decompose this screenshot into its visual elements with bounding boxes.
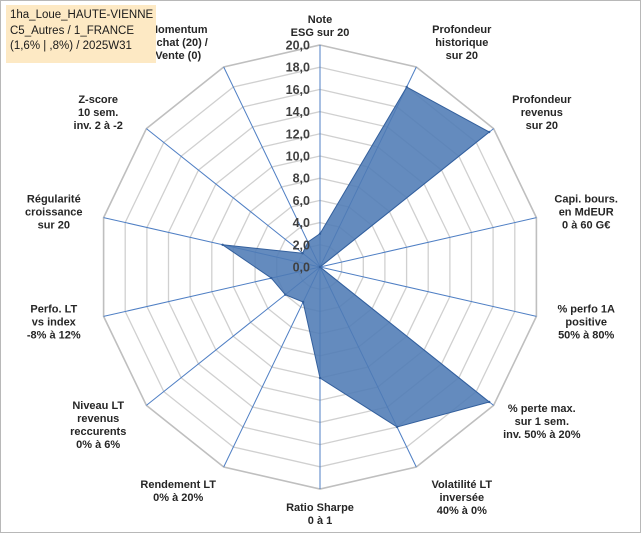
tick-label: 0,0 — [293, 261, 310, 275]
axis-label-line: -8% à 12% — [27, 330, 81, 342]
axis-label-line: revenus — [521, 107, 563, 119]
axis-label-line: Vente (0) — [155, 50, 201, 62]
axis-spoke — [319, 266, 537, 317]
axis-spoke — [319, 217, 537, 268]
axis-label: Régularité croissance sur 20 — [25, 193, 82, 231]
axis-label-line: sur 20 — [526, 120, 558, 132]
axis-label-line: Note — [308, 14, 332, 26]
axis-label-line: vs index — [32, 317, 77, 329]
axis-label-line: revenus — [77, 413, 119, 425]
data-point — [488, 400, 491, 404]
axis-label-line: 0% à 20% — [153, 492, 203, 504]
axis-label-line: ESG sur 20 — [291, 27, 350, 39]
data-point — [301, 300, 305, 304]
tick-label: 18,0 — [286, 61, 310, 75]
axis-label: Z-score 10 sem. inv. 2 à -2 — [74, 94, 123, 132]
axis-label-line: historique — [435, 37, 488, 49]
header-line-2: C5_Autres / 1_FRANCE — [10, 24, 134, 37]
axis-label: Profondeur revenus sur 20 — [512, 94, 572, 132]
tick-label: 2,0 — [293, 238, 310, 252]
axis-label-line: % perfo 1A — [557, 304, 615, 316]
axis-label-line: sur 20 — [38, 219, 70, 231]
axis-label-line: Momentum — [149, 24, 208, 36]
tick-label: 4,0 — [293, 216, 310, 230]
axis-label-line: 0 à 1 — [308, 515, 332, 527]
chart-header-box: 1ha_Loue_HAUTE-VIENNE C5_Autres / 1_FRAN… — [6, 5, 156, 63]
header-line-3: (1,6% | ,8%) / 2025W31 — [10, 40, 132, 52]
axis-label: Perfo. LT vs index -8% à 12% — [27, 304, 81, 342]
axis-label-line: en MdEUR — [559, 206, 614, 218]
data-point — [318, 376, 322, 380]
tick-label: 20,0 — [286, 39, 310, 53]
axis-spoke — [223, 66, 321, 268]
tick-label: 16,0 — [286, 83, 310, 97]
axis-label-line: % perte max. — [508, 403, 576, 415]
axis-label-line: croissance — [25, 206, 82, 218]
axis-label: % perte max. sur 1 sem. inv. 50% à 20% — [503, 403, 581, 441]
data-point — [284, 293, 287, 296]
axis-label-line: inv. 2 à -2 — [74, 120, 123, 132]
data-point — [306, 240, 310, 244]
data-point — [301, 252, 304, 255]
axis-label: Rendement LT 0% à 20% — [140, 479, 216, 504]
axis-label: Volatilité LT inversée 40% à 0% — [431, 479, 492, 517]
axis-label-line: reccurents — [70, 426, 126, 438]
axis-label: Capi. bours. en MdEUR 0 à 60 G€ — [554, 193, 618, 231]
axis-label-line: Profondeur — [432, 24, 492, 36]
axis-label-line: inv. 50% à 20% — [503, 429, 581, 441]
tick-label: 6,0 — [293, 194, 310, 208]
axis-label-line: positive — [565, 317, 607, 329]
axis-label-line: Perfo. LT — [30, 304, 77, 316]
data-series-area — [222, 86, 491, 428]
axis-label-line: Capi. bours. — [554, 193, 618, 205]
data-point — [318, 265, 322, 269]
tick-label: 8,0 — [293, 172, 310, 186]
data-point — [405, 85, 408, 89]
axis-label-line: Volatilité LT — [431, 479, 492, 491]
axis-label-line: sur 1 sem. — [515, 416, 569, 428]
axis-label: % perfo 1A positive 50% à 80% — [557, 304, 615, 342]
data-point — [488, 130, 491, 134]
axis-label-line: 50% à 80% — [558, 330, 614, 342]
axis-label-line: Rendement LT — [140, 479, 216, 491]
axis-label: Momentum Achat (20) / Vente (0) — [149, 24, 208, 62]
axis-label-line: Z-score — [78, 94, 118, 106]
axis-label-line: Niveau LT — [72, 400, 124, 412]
axis-label-line: Ratio Sharpe — [286, 502, 354, 514]
axis-label: Ratio Sharpe 0 à 1 — [286, 502, 354, 527]
axis-label-line: 10 sem. — [78, 107, 118, 119]
data-point — [270, 276, 273, 280]
data-point — [221, 243, 224, 246]
axis-label-line: 40% à 0% — [437, 505, 487, 517]
tick-label: 10,0 — [286, 150, 310, 164]
axis-label-line: inversée — [439, 492, 484, 504]
axis-label-line: Régularité — [27, 193, 81, 205]
tick-label: 14,0 — [286, 105, 310, 119]
axis-label-line: 0 à 60 G€ — [562, 219, 610, 231]
axis-label: Profondeur historique sur 20 — [432, 24, 492, 62]
axis-label: Niveau LT revenus reccurents 0% à 6% — [70, 400, 126, 451]
axis-label-line: Profondeur — [512, 94, 572, 106]
axis-label-line: sur 20 — [446, 50, 478, 62]
axis-label: Note ESG sur 20 — [291, 14, 350, 39]
data-point — [395, 425, 399, 429]
axis-spoke — [146, 128, 321, 268]
axis-label-line: 0% à 6% — [76, 439, 120, 451]
data-point — [318, 232, 322, 235]
header-line-1: 1ha_Loue_HAUTE-VIENNE — [10, 9, 154, 21]
tick-label: 12,0 — [286, 127, 310, 141]
axis-label-line: Achat (20) / — [149, 37, 208, 49]
